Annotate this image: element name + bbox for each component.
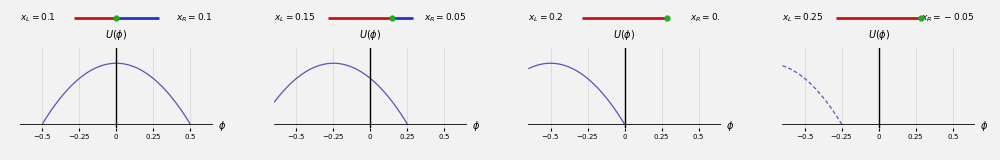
Text: $\phi$: $\phi$ — [218, 119, 226, 133]
Text: $x_R=0.1$: $x_R=0.1$ — [176, 11, 213, 24]
Text: $x_L=0.1$: $x_L=0.1$ — [20, 11, 56, 24]
Text: $x_L=0.25$: $x_L=0.25$ — [782, 11, 824, 24]
Text: $x_L=0.2$: $x_L=0.2$ — [528, 11, 564, 24]
Text: $U(\phi)$: $U(\phi)$ — [868, 28, 890, 42]
Text: $U(\phi)$: $U(\phi)$ — [105, 28, 127, 42]
Text: $\phi$: $\phi$ — [726, 119, 734, 133]
Text: $\phi$: $\phi$ — [472, 119, 480, 133]
Text: $x_R=0.05$: $x_R=0.05$ — [424, 11, 467, 24]
Text: $x_R=-0.05$: $x_R=-0.05$ — [921, 11, 975, 24]
Text: $U(\phi)$: $U(\phi)$ — [613, 28, 636, 42]
Text: $x_L=0.15$: $x_L=0.15$ — [274, 11, 316, 24]
Text: $U(\phi)$: $U(\phi)$ — [359, 28, 382, 42]
Text: $\phi$: $\phi$ — [980, 119, 988, 133]
Text: $x_R=0.$: $x_R=0.$ — [690, 11, 721, 24]
